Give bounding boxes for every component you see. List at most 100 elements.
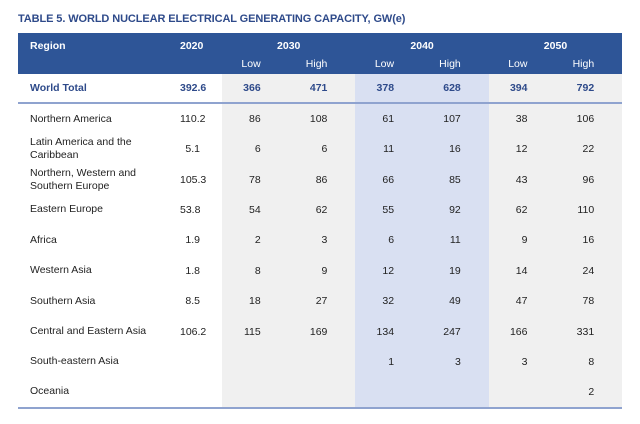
value-cell: 2 [555,377,623,408]
value-cell: 3 [488,346,556,378]
value-cell: 53.8 [180,203,201,216]
value-cell: 78 [555,285,623,317]
value-cell: 378 [355,74,423,103]
region-cell: Southern Asia [30,294,96,307]
value-cell: 38 [488,103,556,134]
header-low: Low [355,58,423,74]
value-cell: 106 [555,103,623,134]
value-cell: 14 [488,255,556,286]
header-high: High [422,58,489,74]
value-cell: 792 [555,74,623,103]
value-cell: 54 [222,194,289,226]
value-cell: 22 [555,134,623,165]
value-cell [180,347,222,377]
value-cell: 9 [288,255,356,286]
value-cell: 6 [222,134,289,165]
value-cell: 19 [422,255,489,286]
region-cell: Latin America and the Caribbean [30,136,132,162]
value-cell: 110 [555,194,623,226]
table-row: South-eastern Asia 1 3 3 8 [18,346,623,378]
value-cell: 32 [355,285,423,317]
table-row: Northern America 110.2 86 108 61 107 38 106 [18,103,623,134]
header-low: Low [222,58,289,74]
header-region: Region [18,33,180,58]
region-cell: Central and Eastern Asia [30,325,147,338]
table-row: Southern Asia 8.5 18 27 32 49 47 78 [18,285,623,317]
value-cell: 86 [222,103,289,134]
value-cell: 394 [488,74,556,103]
value-cell: 16 [555,225,623,256]
value-cell: 11 [422,225,489,256]
value-cell [180,377,222,407]
value-cell: 86 [288,164,356,195]
region-cell: Eastern Europe [30,203,103,216]
value-cell: 1 [355,346,423,378]
table-row: Eastern Europe 53.8 54 62 55 92 62 110 [18,194,623,226]
region-cell: World Total [30,81,87,94]
value-cell: 55 [355,194,423,226]
value-cell: 105.3 [180,173,207,186]
region-cell: Northern, Western and Southern Europe [30,166,137,192]
value-cell: 12 [488,134,556,165]
table-row: Latin America and the Caribbean 5.1 6 6 11 16… [18,134,623,165]
value-cell: 166 [488,316,556,347]
region-cell: South-eastern Asia [30,355,119,368]
value-cell [422,377,489,408]
header-high: High [288,58,356,74]
value-cell: 43 [488,164,556,195]
value-cell [488,377,556,408]
value-cell: 2 [222,225,289,256]
value-cell: 1.9 [185,234,200,247]
value-cell: 62 [288,194,356,226]
value-cell: 3 [422,346,489,378]
header-blank [18,58,180,74]
value-cell: 96 [555,164,623,195]
value-cell: 49 [422,285,489,317]
value-cell: 169 [288,316,356,347]
value-cell: 92 [422,194,489,226]
value-cell: 27 [288,285,356,317]
header-year-2030: 2030 [222,33,356,58]
value-cell: 16 [422,134,489,165]
capacity-table: Region 2020 2030 2040 2050 Low High Low … [18,33,623,409]
value-cell: 1.8 [185,264,200,277]
value-cell: 6 [288,134,356,165]
region-cell: Northern America [30,112,112,125]
table-row: Africa 1.9 2 3 6 11 9 16 [18,225,623,256]
value-cell: 8 [555,346,623,378]
value-cell: 85 [422,164,489,195]
value-cell [222,346,289,378]
value-cell: 78 [222,164,289,195]
table-row: Northern, Western and Southern Europe 105… [18,164,623,195]
value-cell: 11 [355,134,423,165]
header-year-2040: 2040 [355,33,489,58]
value-cell: 18 [222,285,289,317]
value-cell [288,377,356,408]
value-cell: 471 [288,74,356,103]
region-cell: Africa [30,233,57,246]
value-cell: 24 [555,255,623,286]
region-cell: Oceania [30,385,70,398]
value-cell: 8 [222,255,289,286]
value-cell: 110.2 [180,113,206,125]
value-cell: 6 [355,225,423,256]
table-row: Oceania 2 [18,377,623,408]
region-cell: Western Asia [30,264,92,277]
value-cell: 66 [355,164,423,195]
value-cell: 134 [355,316,423,347]
value-cell: 8.5 [185,295,200,308]
world-total-row: World Total 392.6 366 471 378 628 394 79… [18,74,623,103]
header-blank [180,58,222,74]
value-cell: 106.2 [180,325,207,338]
value-cell: 115 [222,316,289,347]
value-cell: 62 [488,194,556,226]
value-cell: 108 [288,103,356,134]
value-cell [222,377,289,408]
value-cell [355,377,423,408]
value-cell: 5.1 [185,143,200,156]
value-cell: 12 [355,255,423,286]
value-cell: 331 [555,316,623,347]
value-cell: 628 [422,74,489,103]
value-cell: 3 [288,225,356,256]
value-cell: 366 [222,74,289,103]
